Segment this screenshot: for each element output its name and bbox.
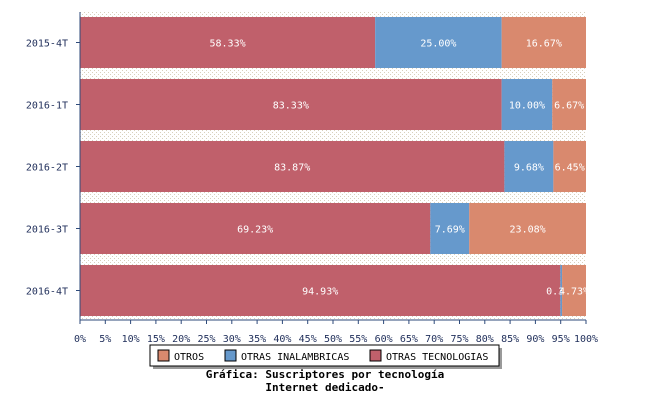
x-tick-label: 5% [99, 334, 111, 345]
x-tick-label: 75% [450, 334, 468, 345]
bar-otros-2016-1T [552, 79, 586, 130]
x-tick-label: 20% [172, 334, 190, 345]
bar-otras-inalambricas-2016-2T [504, 141, 554, 192]
x-tick-label: 50% [324, 334, 342, 345]
x-tick-label: 35% [248, 334, 266, 345]
data-label: 6.45% [555, 163, 585, 174]
x-tick-label: 45% [299, 334, 317, 345]
x-tick-label: 60% [375, 334, 393, 345]
data-label: 58.33% [210, 39, 246, 50]
legend-label-otras-tecnologias: OTRAS TECNOLOGIAS [386, 352, 488, 363]
data-label: 4.73% [559, 287, 589, 298]
chart-title-line2: Internet dedicado- [265, 381, 385, 394]
y-tick-label: 2015-4T [26, 39, 68, 50]
x-tick-label: 80% [476, 334, 494, 345]
bar-otros-2016-2T [553, 141, 586, 192]
bar-otras-inalambricas-2015-4T [375, 17, 502, 68]
bar-otras-tecnologias-2016-2T [80, 141, 505, 192]
bar-otras-inalambricas-2016-4T [560, 265, 563, 316]
x-tick-label: 100% [574, 334, 598, 345]
y-tick-label: 2016-4T [26, 287, 68, 298]
bar-otros-2015-4T [501, 17, 586, 68]
data-label: 25.00% [420, 39, 456, 50]
x-tick-label: 15% [147, 334, 165, 345]
data-label: 94.93% [302, 287, 338, 298]
data-label: 69.23% [237, 225, 273, 236]
x-tick-label: 55% [349, 334, 367, 345]
legend-swatch-otras-inalambricas [224, 349, 237, 362]
x-tick-label: 30% [223, 334, 241, 345]
bar-otras-tecnologias-2015-4T [80, 17, 376, 68]
bar-otras-tecnologias-2016-3T [80, 203, 431, 254]
legend-label-otras-inalambricas: OTRAS INALAMBRICAS [241, 352, 349, 363]
data-label: 83.87% [274, 163, 310, 174]
data-label: 7.69% [435, 225, 465, 236]
x-tick-label: 85% [501, 334, 519, 345]
bar-otras-tecnologias-2016-4T [80, 265, 561, 316]
bar-otras-inalambricas-2016-1T [501, 79, 553, 130]
y-tick-label: 2016-2T [26, 163, 68, 174]
bar-otros-2016-4T [562, 265, 586, 316]
data-label: 16.67% [526, 39, 562, 50]
legend-box [149, 344, 500, 367]
x-tick-label: 25% [197, 334, 215, 345]
y-tick-label: 2016-3T [26, 225, 68, 236]
data-label: 83.33% [273, 101, 309, 112]
bar-otros-2016-3T [469, 203, 586, 254]
x-tick-label: 0% [74, 334, 86, 345]
bar-otras-inalambricas-2016-3T [430, 203, 470, 254]
data-label: 0.34% [546, 287, 576, 298]
data-label: 23.08% [510, 225, 546, 236]
x-tick-label: 10% [122, 334, 140, 345]
chart-title-line1: Gráfica: Suscriptores por tecnología [205, 368, 445, 381]
legend-swatch-otros [157, 349, 170, 362]
legend-swatch-otras-tecnologias [369, 349, 382, 362]
x-tick-label: 40% [273, 334, 291, 345]
legend-label-otros: OTROS [174, 352, 204, 363]
y-tick-label: 2016-1T [26, 101, 68, 112]
data-label: 6.67% [554, 101, 584, 112]
x-tick-label: 65% [400, 334, 418, 345]
x-tick-label: 95% [552, 334, 570, 345]
x-tick-label: 70% [425, 334, 443, 345]
data-label: 10.00% [509, 101, 545, 112]
data-label: 9.68% [514, 163, 544, 174]
bar-otras-tecnologias-2016-1T [80, 79, 502, 130]
x-tick-label: 90% [526, 334, 544, 345]
